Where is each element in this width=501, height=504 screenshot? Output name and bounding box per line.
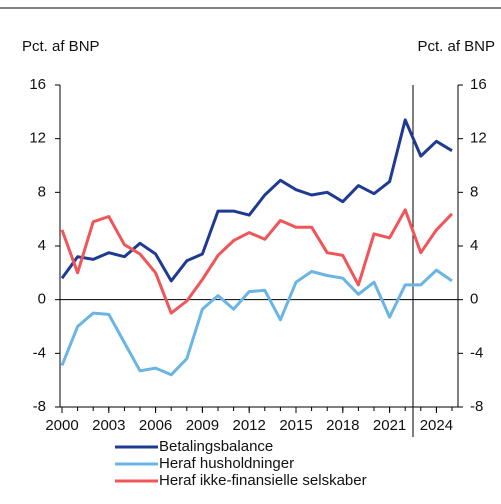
- legend-label: Heraf husholdninger: [159, 455, 294, 472]
- y-tick-label: -8: [33, 398, 46, 415]
- x-tick-label: 2003: [92, 417, 125, 434]
- y2-tick-label: 4: [470, 237, 478, 254]
- y2-axis-label: Pct. af BNP: [417, 38, 495, 55]
- y2-tick-label: 12: [470, 130, 487, 147]
- y2-tick-label: 0: [470, 291, 478, 308]
- y-tick-label: 4: [38, 237, 46, 254]
- series-line: [60, 208, 454, 315]
- y-tick-label: 8: [38, 183, 46, 200]
- x-tick-label: 2021: [373, 417, 406, 434]
- y2-tick-label: 8: [470, 183, 478, 200]
- y-tick-label: 12: [29, 130, 46, 147]
- x-tick-label: 2012: [233, 417, 266, 434]
- x-tick-label: 2018: [326, 417, 359, 434]
- x-tick-label: 2006: [139, 417, 172, 434]
- y2-tick-label: 16: [470, 76, 487, 93]
- legend-label: Heraf ikke-finansielle selskaber: [159, 472, 367, 489]
- legend-label: Betalingsbalance: [159, 438, 273, 455]
- y-tick-label: 0: [38, 291, 46, 308]
- x-tick-label: 2015: [279, 417, 312, 434]
- y2-tick-label: -8: [470, 398, 483, 415]
- x-tick-label: 2024: [420, 417, 453, 434]
- y-axis-label: Pct. af BNP: [22, 38, 100, 55]
- y2-tick-label: -4: [470, 344, 483, 361]
- x-tick-label: 2000: [45, 417, 78, 434]
- x-tick-label: 2009: [186, 417, 219, 434]
- series-line: [60, 118, 453, 283]
- y-tick-label: -4: [33, 344, 46, 361]
- series-line: [60, 268, 453, 377]
- y-tick-label: 16: [29, 76, 46, 93]
